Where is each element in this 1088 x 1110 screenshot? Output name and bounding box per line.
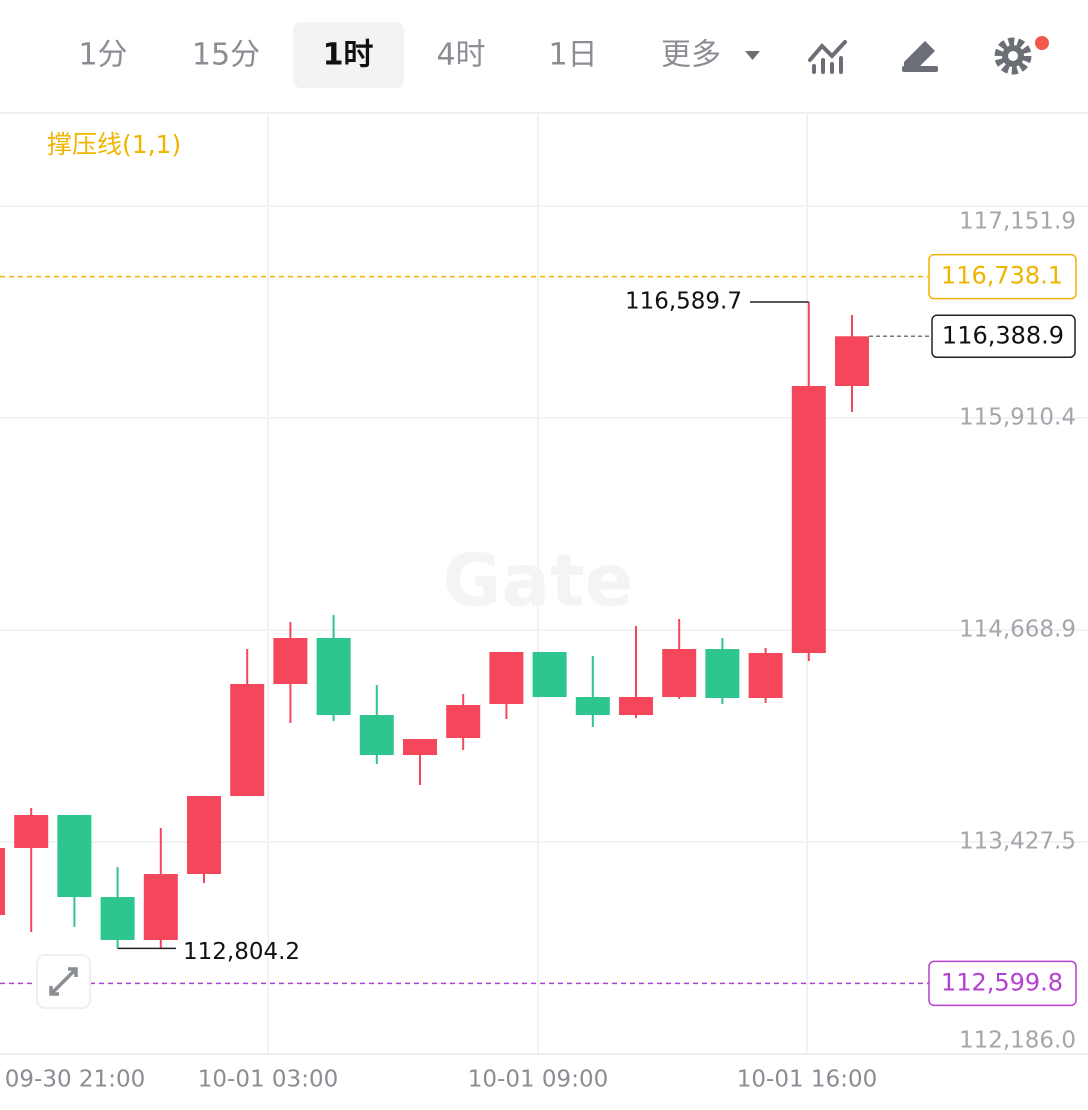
toolbar [745, 36, 1049, 75]
x-tick-label: 09-30 21:00 [5, 1067, 145, 1093]
y-tick-label: 117,151.9 [959, 209, 1076, 235]
timeframe-tab[interactable]: 更多 [661, 38, 721, 73]
settings-icon[interactable] [994, 36, 1049, 75]
timeframe-tab[interactable]: 1分 [78, 38, 127, 73]
candle-body [57, 815, 92, 898]
timeframe-tab[interactable]: 15分 [192, 38, 260, 73]
candle-body [662, 649, 697, 698]
candle-body [143, 874, 178, 941]
candle-body [100, 897, 135, 941]
y-tick-label: 115,910.4 [959, 405, 1076, 431]
x-tick-label: 10-01 03:00 [198, 1067, 338, 1093]
expand-button[interactable] [36, 954, 91, 1009]
current-price-box [931, 314, 1076, 359]
candle-body [748, 653, 783, 699]
timeframe-tab[interactable]: 1时 [323, 38, 374, 73]
y-tick-label: 113,427.5 [959, 828, 1076, 854]
draw-icon[interactable] [902, 41, 938, 72]
candle-body [273, 638, 308, 685]
candle-body [532, 652, 567, 698]
candle-body [835, 336, 869, 387]
candle-body [359, 715, 394, 756]
candle-body [14, 815, 49, 849]
candle-body [316, 638, 351, 716]
y-tick-label: 112,186.0 [959, 1028, 1076, 1054]
x-tick-label: 10-01 09:00 [468, 1067, 608, 1093]
candle-body [619, 697, 653, 716]
resistance-label: 116,738.1 [941, 262, 1063, 290]
indicator-label: 撑压线(1,1) [47, 130, 181, 159]
timeframe-tab[interactable]: 1日 [548, 38, 597, 73]
candle-body [230, 684, 265, 797]
candle-body [187, 796, 221, 875]
chart-style-icon[interactable] [808, 40, 847, 74]
candle-body [446, 705, 481, 739]
watermark: Gate [443, 539, 634, 623]
candle-body [403, 739, 437, 756]
resistance-box [928, 253, 1077, 300]
support-box [928, 960, 1077, 1007]
low-marker-label: 112,804.2 [183, 939, 300, 965]
x-tick-label: 10-01 16:00 [737, 1067, 877, 1093]
candle-body [705, 649, 740, 699]
candle-body [489, 652, 524, 705]
high-marker-label: 116,589.7 [625, 289, 742, 315]
candle-body [575, 697, 610, 716]
candle-body [791, 386, 826, 654]
y-tick-label: 114,668.9 [959, 617, 1076, 643]
support-label: 112,599.8 [941, 968, 1063, 996]
timeframe-tab[interactable]: 4时 [436, 38, 485, 73]
current-price-label: 116,388.9 [942, 321, 1064, 349]
active-tab-bg [293, 22, 404, 88]
more-caret[interactable] [745, 51, 760, 60]
candle-body [0, 848, 5, 915]
